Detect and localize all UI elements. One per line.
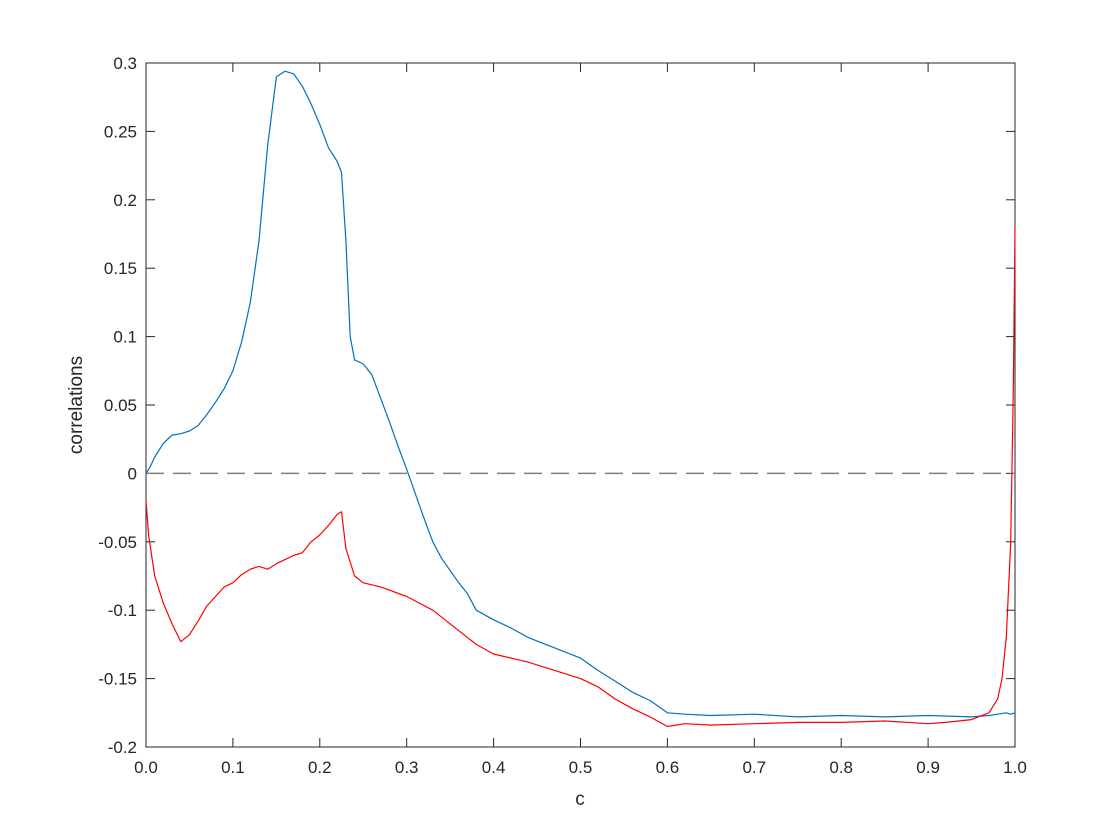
- x-tick-label: 0.5: [569, 758, 593, 777]
- plot-area: [145, 62, 1016, 748]
- y-tick-label: -0.1: [108, 601, 137, 620]
- y-tick-label: 0.1: [113, 328, 137, 347]
- x-tick-label: 1.0: [1003, 758, 1027, 777]
- x-tick-label: 0.6: [656, 758, 680, 777]
- y-tick-label: -0.15: [98, 670, 137, 689]
- series-line-2: [145, 227, 1016, 728]
- y-tick-label: -0.05: [98, 533, 137, 552]
- x-tick-label: 0.1: [221, 758, 245, 777]
- x-tick-label: 0.7: [742, 758, 766, 777]
- y-tick-label: 0.25: [104, 122, 137, 141]
- x-tick-label: 0.4: [482, 758, 506, 777]
- x-tick-label: 0.3: [395, 758, 419, 777]
- y-tick-label: -0.2: [108, 738, 137, 757]
- series-line-1: [145, 70, 1016, 718]
- y-tick-label: 0: [128, 464, 137, 483]
- x-tick-label: 0.2: [308, 758, 332, 777]
- y-tick-label: 0.05: [104, 396, 137, 415]
- y-tick-label: 0.3: [113, 54, 137, 73]
- y-tick-label: 0.15: [104, 259, 137, 278]
- axis-tick-labels: 0.0 0.1 0.2 0.3 0.4 0.5 0.6 0.7 0.8 0.9 1.0 -0.2 -0.…: [98, 54, 1027, 777]
- x-axis-label: c: [575, 789, 585, 810]
- y-tick-label: 0.2: [113, 191, 137, 210]
- x-tick-label: 0.0: [134, 758, 158, 777]
- y-axis-label: correlations: [66, 356, 87, 454]
- series-layer: [145, 70, 1016, 728]
- axis-ticks: [145, 62, 1016, 748]
- x-tick-label: 0.8: [829, 758, 853, 777]
- x-tick-label: 0.9: [916, 758, 940, 777]
